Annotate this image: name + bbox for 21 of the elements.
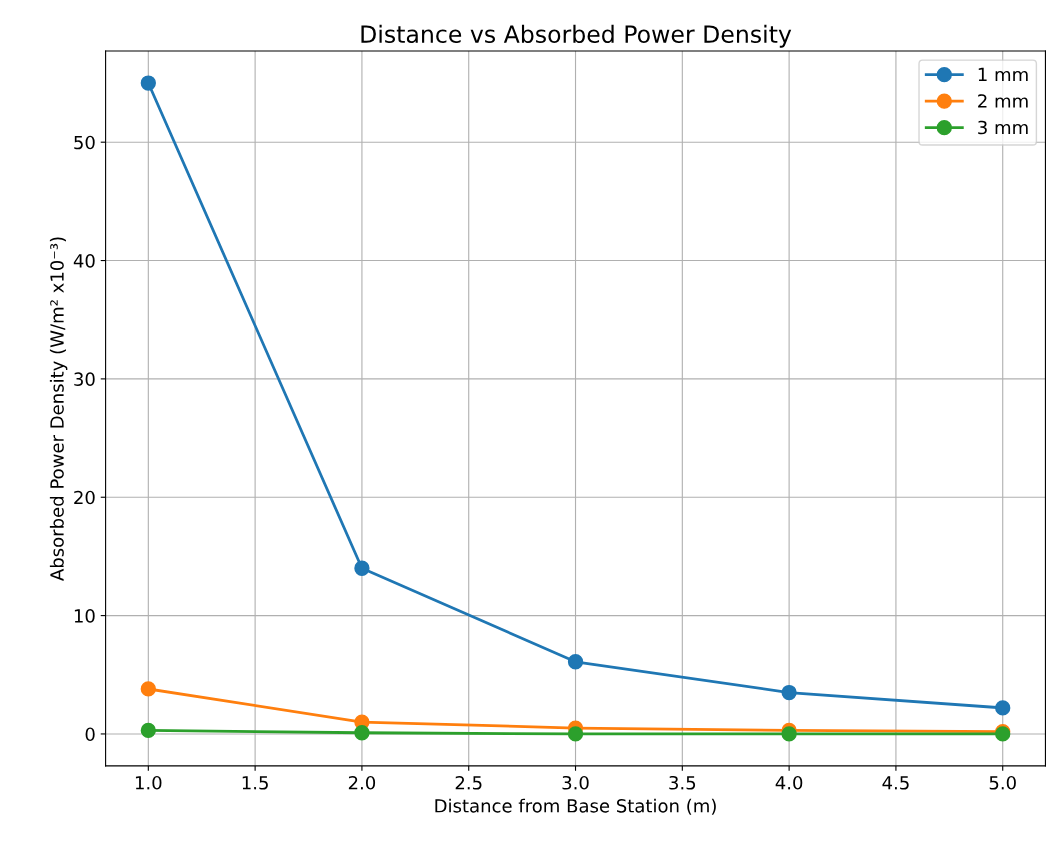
x-tick-label: 1.5 xyxy=(242,776,268,790)
y-tick-label: 10 xyxy=(74,609,95,623)
x-tick-label: 3.5 xyxy=(669,775,696,790)
x-tick-label: 4.0 xyxy=(775,775,803,790)
x-tick-label: 2.0 xyxy=(348,775,376,790)
x-tick-label: 3.0 xyxy=(562,775,589,790)
legend-label: 1 mm xyxy=(978,67,1028,82)
y-tick-label: 40 xyxy=(73,254,95,268)
legend-label: 2 mm xyxy=(978,94,1028,108)
legend-label: 3 mm xyxy=(978,120,1028,135)
x-tick-label: 4.5 xyxy=(882,776,909,790)
x-tick-label: 1.0 xyxy=(135,775,162,790)
y-tick-label: 30 xyxy=(74,372,95,387)
y-tick-label: 20 xyxy=(74,490,95,505)
x-tick-label: 2.5 xyxy=(455,775,482,790)
y-tick-label: 0 xyxy=(85,727,95,742)
chart-title: Distance vs Absorbed Power Density xyxy=(361,24,792,48)
y-tick-label: 50 xyxy=(74,135,95,150)
x-axis-title: Distance from Base Station (m) xyxy=(435,798,716,815)
x-tick-label: 5.0 xyxy=(989,775,1016,790)
y-axis-title: Absorbed Power Density (W/m² x10⁻³) xyxy=(49,237,68,581)
